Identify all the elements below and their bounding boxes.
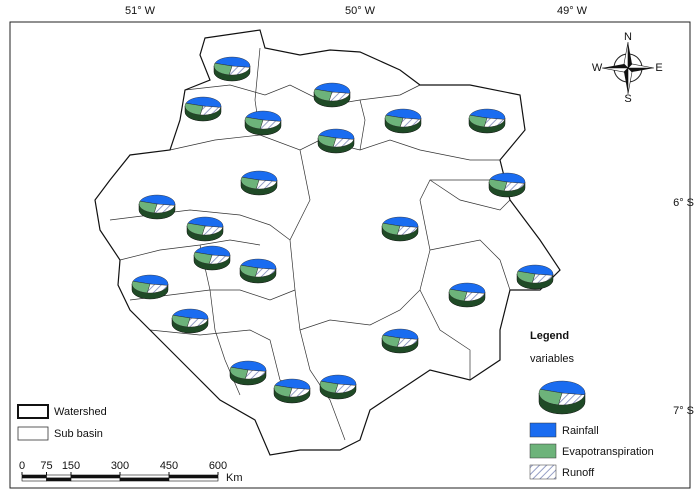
pie-slice (488, 179, 508, 192)
pie-slice (138, 201, 158, 214)
pie-slice (214, 56, 251, 68)
pie-slice (384, 115, 404, 128)
pie-slice (489, 172, 526, 184)
scale-tick-label: 0 (19, 460, 25, 472)
legend-swatch (529, 443, 557, 459)
boundary-legend-item: Watershed (54, 406, 107, 418)
pie-slice (186, 223, 206, 236)
pie-slice (317, 135, 337, 148)
subbasin-swatch (17, 426, 49, 441)
scale-segment (168, 474, 219, 479)
latitude-label: 6° S (673, 197, 694, 209)
scale-tick-label: 150 (62, 460, 80, 472)
compass-e: E (655, 62, 662, 74)
scale-tick-label: 600 (209, 460, 227, 472)
legend-title: Legend (530, 330, 569, 342)
pie-slice (229, 367, 249, 380)
watershed-swatch (17, 404, 49, 419)
pie-slice (517, 264, 554, 276)
pie-slice (274, 378, 311, 390)
pie-slice (382, 216, 419, 228)
scale-segment (70, 477, 121, 482)
legend-item: Evapotranspiration (562, 446, 654, 458)
pie-slice (381, 223, 401, 236)
pie-slice (313, 89, 333, 102)
pie-slice (193, 252, 213, 265)
pie-slice (185, 96, 222, 108)
scale-segment (46, 477, 72, 482)
compass-w: W (592, 62, 603, 74)
pie-slice (171, 315, 191, 328)
legend-item: Rainfall (562, 425, 599, 437)
pie-slice (132, 274, 169, 286)
legend-subtitle: variables (530, 353, 575, 365)
boundary-legend-item: Sub basin (54, 428, 103, 440)
pie-slice (273, 385, 293, 398)
pie-slice (516, 271, 536, 284)
pie-slice (240, 177, 260, 190)
pie-slice (319, 381, 339, 394)
pie-slice (230, 360, 267, 372)
pie-slice (318, 128, 355, 140)
pie-slice (245, 110, 282, 122)
pie-slice (449, 282, 486, 294)
pie-slice (213, 63, 233, 76)
legend-swatch (529, 464, 557, 480)
pie-slice (239, 265, 259, 278)
legend-swatch (529, 422, 557, 438)
scale-segment (119, 477, 170, 482)
scale-segment (21, 474, 47, 479)
pie-slice (194, 245, 231, 257)
longitude-label: 51° W (125, 5, 156, 17)
pie-slice (241, 170, 278, 182)
pie-slice (539, 380, 586, 396)
pie-slice (320, 374, 357, 386)
scale-segment (70, 474, 121, 479)
scale-unit: Km (226, 472, 243, 484)
scale-segment (119, 474, 170, 479)
compass-s: S (624, 93, 631, 105)
pie-symbols (131, 56, 586, 415)
compass: N S E W (592, 31, 663, 105)
pie-slice (187, 216, 224, 228)
pie-slice (314, 82, 351, 94)
compass-n: N (624, 31, 632, 43)
scale-tick-label: 300 (111, 460, 129, 472)
pie-slice (382, 328, 419, 340)
watershed-boundary (94, 29, 561, 456)
latitude-label: 7° S (673, 405, 694, 417)
pie-slice (385, 108, 422, 120)
pie-slice (240, 258, 277, 270)
scale-tick-label: 75 (40, 460, 52, 472)
pie-slice (172, 308, 209, 320)
scale-segment (46, 474, 72, 479)
pie-slice (448, 289, 468, 302)
pie-slice (558, 392, 585, 406)
pie-slice (381, 335, 401, 348)
longitude-label: 49° W (557, 5, 588, 17)
scale-tick-label: 450 (160, 460, 178, 472)
pie-slice (184, 103, 204, 116)
legend-item: Runoff (562, 467, 595, 479)
scale-segment (21, 477, 47, 482)
pie-slice (469, 108, 506, 120)
pie-slice (244, 117, 264, 130)
pie-slice (139, 194, 176, 206)
pie-slice (131, 281, 151, 294)
pie-slice (538, 389, 563, 406)
pie-slice (468, 115, 488, 128)
scale-segment (168, 477, 219, 482)
longitude-label: 50° W (345, 5, 376, 17)
